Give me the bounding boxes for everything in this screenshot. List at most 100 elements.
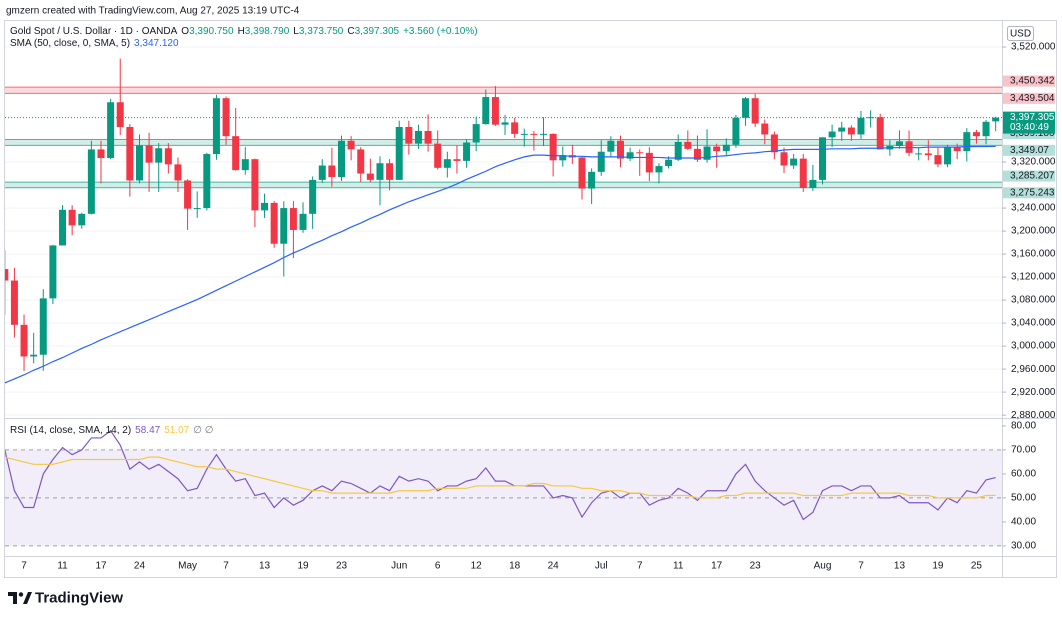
candle-body [530, 133, 538, 135]
rsi-line [5, 429, 996, 521]
x-tick-label: 24 [548, 561, 560, 572]
legend-text: 3,373.750 [299, 26, 344, 37]
logo: TradingView [8, 589, 123, 606]
x-tick-label: 19 [932, 561, 944, 572]
candle-body [992, 117, 1000, 122]
candle-body [395, 126, 403, 180]
candle-body [5, 269, 9, 281]
candle-body [222, 98, 230, 137]
x-tick-label: 23 [336, 561, 348, 572]
y-tick-label: 60.00 [1011, 469, 1036, 480]
candle-body [107, 102, 115, 159]
candle-body [116, 102, 124, 127]
zone [5, 182, 1002, 188]
x-tick-label: Jul [595, 561, 608, 572]
currency-box [1007, 26, 1034, 41]
candle-body [59, 209, 67, 246]
x-tick-label: 6 [435, 561, 441, 572]
candle-body [722, 144, 730, 152]
zone-label: 3,349.07 [1010, 145, 1049, 156]
candle-body [684, 141, 692, 149]
candle-body [520, 133, 528, 135]
legend-text: 3,398.790 [245, 26, 290, 37]
y-tick-label: 3,160.000 [1011, 249, 1056, 260]
rsi-pane [5, 429, 1002, 547]
x-tick-label: 19 [297, 561, 309, 572]
candle-body [895, 141, 903, 146]
candle-body [453, 159, 461, 161]
symbol-legend: Gold Spot / U.S. Dollar · 1D · OANDA O 3,3… [10, 26, 478, 37]
legend-text: 3,397.305 [355, 26, 400, 37]
candle-body [944, 146, 952, 165]
candle-body [636, 152, 644, 154]
zone-label: 3,275.243 [1010, 187, 1055, 198]
candle-body [193, 208, 201, 210]
candle-body [78, 213, 86, 226]
zone-label-box [1003, 144, 1055, 156]
candle-body [713, 146, 721, 152]
last-price-label: 3,397.305 [1010, 112, 1055, 123]
candle-body [693, 148, 701, 160]
candle-body [434, 143, 442, 168]
legend-text: RSI (14, close, SMA, 14, 2) [10, 425, 131, 436]
candle-body [347, 140, 355, 150]
y-tick-label: 30.00 [1011, 541, 1036, 552]
candle-body [549, 133, 557, 161]
candle-body [203, 154, 211, 209]
currency: USD [1010, 29, 1031, 40]
y-tick-label: 70.00 [1011, 445, 1036, 456]
chart-frame [4, 20, 1057, 578]
candle-body [405, 126, 413, 144]
candle-body [39, 298, 47, 355]
candle-body [174, 164, 182, 181]
candle-body [972, 132, 980, 137]
candle-body [742, 98, 750, 118]
candle-body [761, 123, 769, 135]
candle-body [597, 151, 605, 172]
last-price-box [1003, 111, 1055, 134]
candle-body [491, 97, 499, 125]
candle-body [953, 146, 961, 152]
candle-body [799, 158, 807, 188]
legend-text: 51.07 [164, 425, 189, 436]
candle-body [30, 354, 38, 357]
zone-label: 3,359.186 [1010, 128, 1055, 139]
candle-body [751, 98, 759, 124]
legend-text: O [181, 26, 189, 37]
x-tick-label: 17 [95, 561, 107, 572]
y-tick-label: 3,240.000 [1011, 203, 1056, 214]
zone-label: 3,285.207 [1010, 171, 1055, 182]
candle-body [915, 153, 923, 155]
candle-body [135, 145, 143, 181]
candle-body [540, 133, 548, 135]
logo-icon [8, 592, 17, 604]
candle-body [155, 148, 163, 163]
price-pane [5, 58, 1002, 384]
candle-body [924, 153, 932, 156]
x-tick-label: 12 [471, 561, 483, 572]
candle-body [376, 163, 384, 180]
candle-body [424, 131, 432, 144]
candle-body [655, 166, 663, 173]
candle-body [607, 140, 615, 152]
logo-text: TradingView [35, 589, 123, 606]
candle-body [665, 159, 673, 167]
candle-body [626, 152, 634, 159]
attribution: gmzern created with TradingView.com, Aug… [6, 6, 300, 17]
legend-text: C [347, 26, 354, 37]
candle-body [857, 117, 865, 135]
zone-label-box [1003, 187, 1055, 199]
candle-body [838, 127, 846, 132]
candle-body [963, 132, 971, 152]
candle-body [674, 141, 682, 160]
candle-body [934, 155, 942, 165]
y-tick-label: 80.00 [1011, 421, 1036, 432]
legend-text: Gold Spot / U.S. Dollar · 1D · OANDA [10, 26, 178, 37]
candle-body [270, 202, 278, 244]
candle-body [876, 117, 884, 150]
candle-body [463, 142, 471, 161]
zone-label: 3,439.504 [1010, 93, 1055, 104]
candle-body [511, 122, 519, 134]
candle-body [386, 163, 394, 180]
zone [5, 139, 1002, 146]
